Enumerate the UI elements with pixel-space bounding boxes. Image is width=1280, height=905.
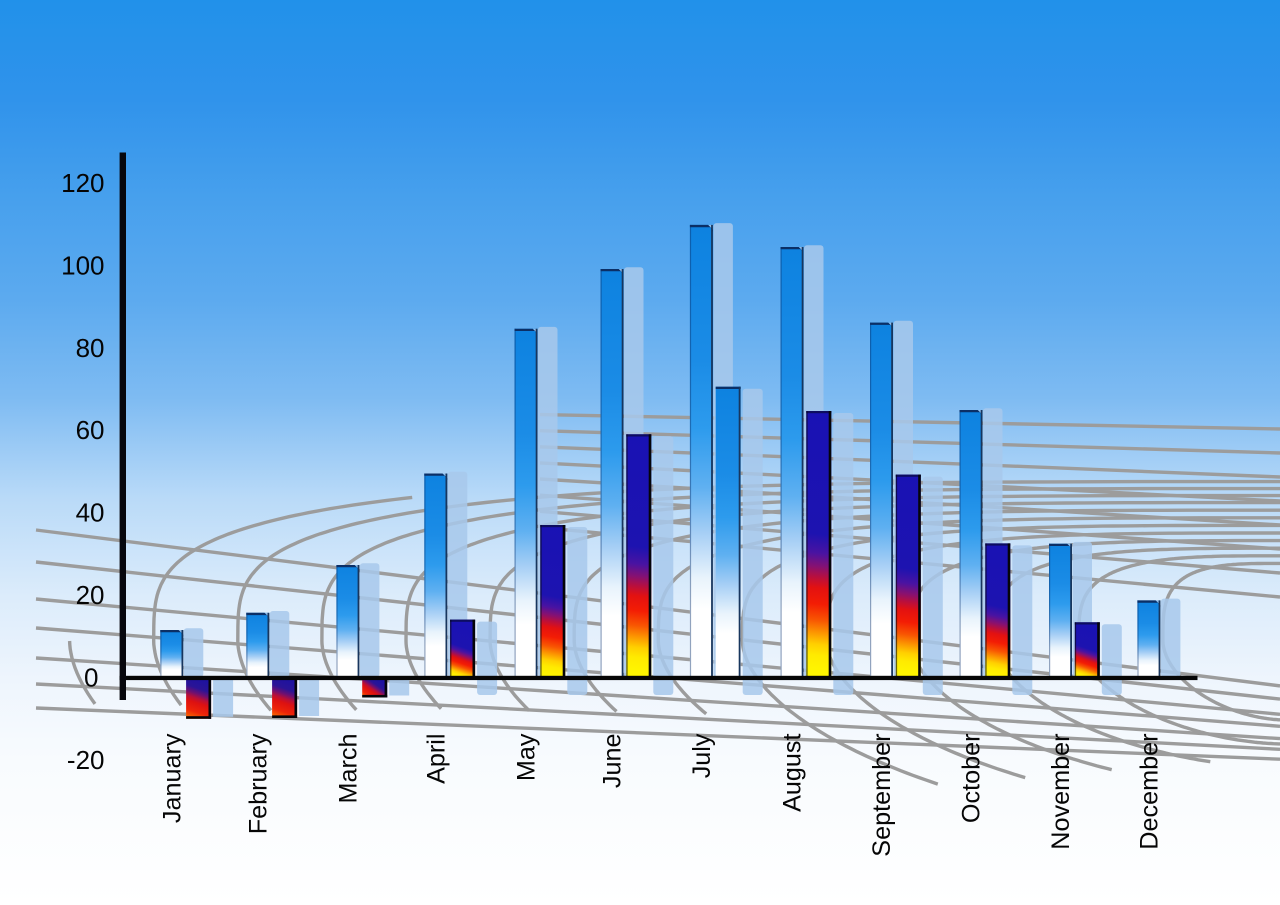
svg-text:May: May — [513, 733, 541, 781]
svg-text:100: 100 — [61, 250, 104, 280]
svg-text:October: October — [958, 734, 986, 824]
svg-text:August: August — [779, 734, 807, 812]
svg-text:April: April — [422, 734, 450, 784]
svg-text:-20: -20 — [67, 745, 105, 775]
svg-text:40: 40 — [76, 498, 105, 528]
svg-text:120: 120 — [61, 168, 104, 198]
svg-text:July: July — [688, 733, 716, 778]
svg-text:0: 0 — [84, 662, 98, 692]
svg-text:80: 80 — [76, 333, 105, 363]
svg-text:60: 60 — [76, 415, 105, 445]
svg-text:November: November — [1047, 734, 1075, 850]
svg-text:February: February — [244, 733, 272, 834]
svg-text:September: September — [868, 734, 896, 857]
svg-text:20: 20 — [76, 580, 105, 610]
svg-text:December: December — [1135, 734, 1163, 850]
svg-text:June: June — [599, 734, 627, 789]
svg-text:January: January — [158, 733, 186, 823]
svg-text:March: March — [334, 734, 362, 804]
